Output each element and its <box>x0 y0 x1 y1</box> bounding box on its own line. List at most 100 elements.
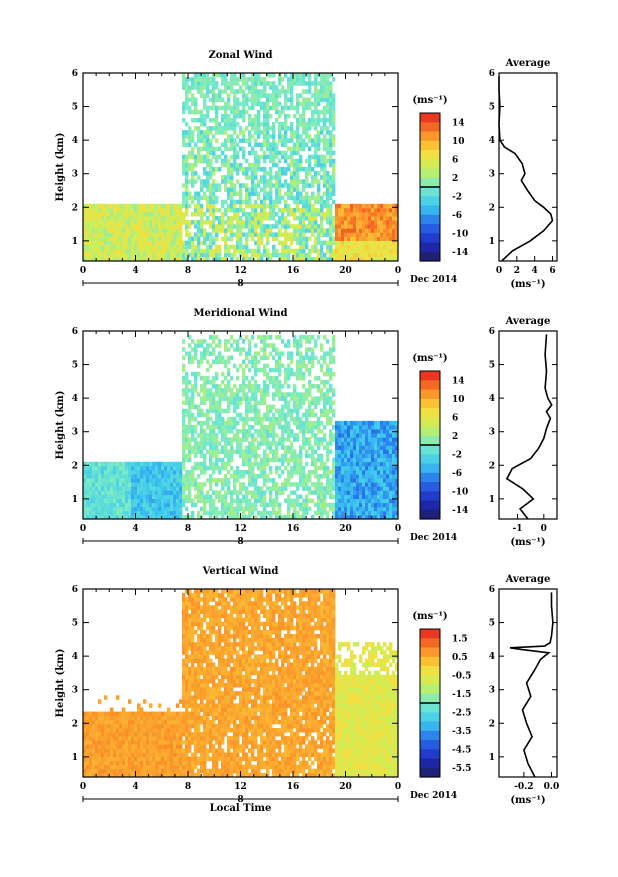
heatmap-cell <box>368 482 371 487</box>
heatmap-cell <box>257 474 260 479</box>
heatmap-cell <box>101 232 104 237</box>
heatmap-cell <box>356 511 359 516</box>
heatmap-cell <box>170 462 173 467</box>
heatmap-cell <box>104 216 107 221</box>
heatmap-cell <box>359 208 362 213</box>
heatmap-cell <box>389 208 392 213</box>
heatmap-cell <box>233 143 236 148</box>
heatmap-cell <box>263 130 266 135</box>
heatmap-cell <box>299 429 302 434</box>
heatmap-cell <box>269 183 272 188</box>
heatmap-cell <box>368 454 371 459</box>
heatmap-cell <box>233 490 236 495</box>
heatmap-cell <box>233 486 236 491</box>
heatmap-cell <box>302 147 305 152</box>
heatmap-cell <box>284 458 287 463</box>
heatmap-cell <box>245 384 248 389</box>
heatmap-cell <box>368 437 371 442</box>
heatmap-cell <box>131 253 134 257</box>
heatmap-cell <box>281 151 284 156</box>
heatmap-cell <box>248 118 251 123</box>
heatmap-cell <box>311 458 314 463</box>
heatmap-cell <box>98 204 101 209</box>
heatmap-cell <box>110 204 113 209</box>
heatmap-cell <box>155 208 158 213</box>
heatmap-cell <box>209 396 212 401</box>
heatmap-cell <box>185 413 188 418</box>
heatmap-cell <box>353 486 356 491</box>
heatmap-cell <box>221 392 224 397</box>
heatmap-cell <box>302 401 305 406</box>
heatmap-cell <box>218 73 221 78</box>
heatmap-cell <box>230 253 233 257</box>
heatmap-cell <box>125 208 128 213</box>
heatmap-cell <box>248 454 251 459</box>
heatmap-cell <box>200 433 203 438</box>
heatmap-cell <box>200 495 203 500</box>
heatmap-cell <box>209 167 212 172</box>
heatmap-cell <box>242 470 245 475</box>
heatmap-cell <box>287 155 290 160</box>
heatmap-cell <box>296 204 299 209</box>
heatmap-cell <box>176 245 179 250</box>
heatmap-cell <box>278 114 281 119</box>
heatmap-cell <box>200 118 203 123</box>
heatmap-cell <box>293 462 296 467</box>
heatmap-cell <box>362 454 365 459</box>
heatmap-cell <box>257 93 260 98</box>
heatmap-cell <box>203 81 206 86</box>
heatmap-cell <box>254 216 257 221</box>
heatmap-cell <box>299 450 302 455</box>
heatmap-cell <box>284 486 287 491</box>
heatmap-cell <box>257 241 260 246</box>
heatmap-cell <box>359 470 362 475</box>
heatmap-cell <box>233 401 236 406</box>
heatmap-cell <box>230 417 233 422</box>
heatmap-cell <box>260 200 263 205</box>
heatmap-cell <box>296 122 299 127</box>
heatmap-cell <box>269 499 272 504</box>
heatmap-cell <box>194 486 197 491</box>
heatmap-cell <box>263 138 266 143</box>
heatmap-cell <box>368 507 371 512</box>
heatmap-cell <box>191 253 194 257</box>
heatmap-cell <box>344 486 347 491</box>
heatmap-cell <box>254 384 257 389</box>
heatmap-cell <box>182 163 185 168</box>
heatmap-cell <box>239 220 242 225</box>
heatmap-cell <box>209 196 212 201</box>
heatmap-cell <box>179 499 182 504</box>
heatmap-cell <box>272 232 275 237</box>
heatmap-cell <box>116 486 119 491</box>
heatmap-cell <box>245 204 248 209</box>
heatmap-cell <box>155 253 158 257</box>
heatmap-cell <box>146 253 149 257</box>
heatmap-cell <box>242 171 245 176</box>
heatmap-cell <box>341 470 344 475</box>
heatmap-cell <box>323 351 326 356</box>
heatmap-cell <box>245 126 248 131</box>
heatmap-cell <box>362 511 365 516</box>
heatmap-cell <box>239 237 242 242</box>
heatmap-cell <box>383 486 386 491</box>
heatmap-cell <box>380 232 383 237</box>
heatmap-cell <box>170 212 173 217</box>
heatmap-cell <box>194 110 197 115</box>
heatmap-cell <box>98 462 101 467</box>
heatmap-cell <box>320 409 323 414</box>
heatmap-cell <box>380 499 383 504</box>
heatmap-cell <box>206 73 209 78</box>
heatmap-cell <box>221 507 224 512</box>
heatmap-cell <box>227 417 230 422</box>
heatmap-cell <box>107 499 110 504</box>
heatmap-cell <box>326 380 329 385</box>
heatmap-cell <box>272 482 275 487</box>
heatmap-cell <box>323 179 326 184</box>
heatmap-cell <box>164 237 167 242</box>
heatmap-cell <box>308 126 311 131</box>
heatmap-cell <box>116 224 119 229</box>
heatmap-cell <box>257 220 260 225</box>
heatmap-cell <box>389 458 392 463</box>
heatmap-cell <box>230 245 233 250</box>
heatmap-cell <box>320 220 323 225</box>
